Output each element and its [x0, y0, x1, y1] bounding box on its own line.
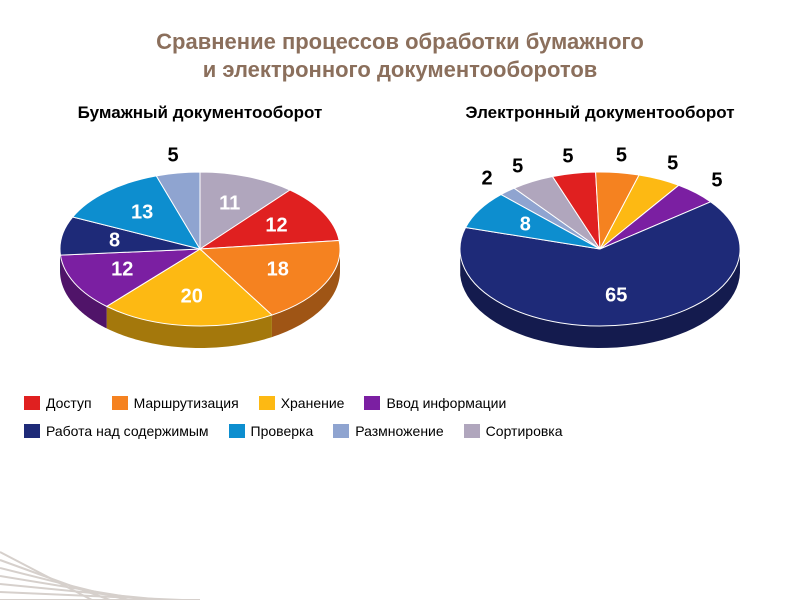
legend-swatch	[333, 424, 349, 438]
legend-item: Хранение	[259, 395, 345, 411]
title-line-2: и электронного документооборотов	[203, 57, 598, 82]
legend-label: Ввод информации	[386, 395, 506, 411]
chart-paper-col: Бумажный документооборот 11121820128135	[10, 103, 390, 379]
legend-swatch	[112, 396, 128, 410]
chart-electronic-pie: 255555658	[420, 129, 780, 379]
page-root: Сравнение процессов обработки бумажного …	[0, 0, 800, 600]
legend-label: Доступ	[46, 395, 92, 411]
legend-label: Сортировка	[486, 423, 563, 439]
chart-electronic-col: Электронный документооборот 255555658	[410, 103, 790, 379]
legend-item: Проверка	[229, 423, 314, 439]
charts-row: Бумажный документооборот 11121820128135 …	[0, 103, 800, 379]
legend-swatch	[464, 424, 480, 438]
legend-label: Проверка	[251, 423, 314, 439]
chart-electronic-title: Электронный документооборот	[465, 103, 734, 123]
legend-label: Хранение	[281, 395, 345, 411]
legend: Доступ Маршрутизация Хранение Ввод информац…	[24, 395, 776, 445]
corner-wedge-decor	[0, 480, 220, 600]
legend-swatch	[24, 424, 40, 438]
legend-swatch	[364, 396, 380, 410]
legend-item: Работа над содержимым	[24, 423, 209, 439]
legend-item: Размножение	[333, 423, 443, 439]
legend-label: Маршрутизация	[134, 395, 239, 411]
legend-item: Доступ	[24, 395, 92, 411]
legend-swatch	[259, 396, 275, 410]
legend-label: Работа над содержимым	[46, 423, 209, 439]
title-line-1: Сравнение процессов обработки бумажного	[156, 29, 644, 54]
legend-label: Размножение	[355, 423, 443, 439]
main-title: Сравнение процессов обработки бумажного …	[0, 0, 800, 83]
legend-swatch	[229, 424, 245, 438]
legend-item: Маршрутизация	[112, 395, 239, 411]
chart-paper-pie: 11121820128135	[20, 129, 380, 379]
chart-paper-title: Бумажный документооборот	[78, 103, 323, 123]
legend-item: Ввод информации	[364, 395, 506, 411]
legend-swatch	[24, 396, 40, 410]
legend-item: Сортировка	[464, 423, 563, 439]
